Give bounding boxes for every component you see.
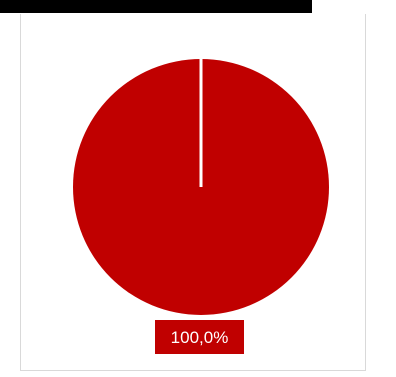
pie-slices	[73, 59, 329, 315]
data-label-box	[155, 320, 244, 354]
data-label: 100,0%	[171, 328, 229, 347]
title-bar	[0, 0, 312, 13]
pie-data-labels: 100,0%	[155, 320, 244, 354]
